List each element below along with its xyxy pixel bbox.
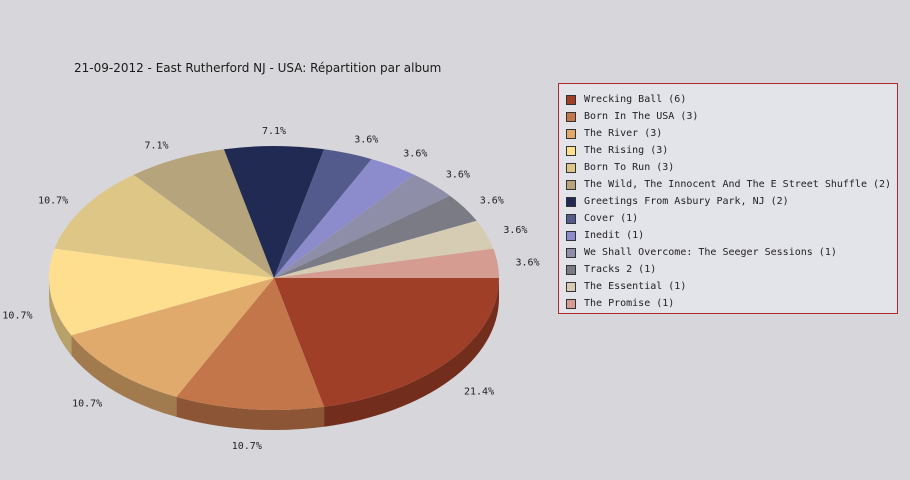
legend-item: Inedit (1) <box>566 227 897 244</box>
legend-item: The River (3) <box>566 125 897 142</box>
legend-swatch <box>566 196 576 207</box>
legend-swatch <box>566 162 576 173</box>
legend-label: Born In The USA (3) <box>584 111 699 122</box>
legend: Wrecking Ball (6) Born In The USA (3) The … <box>558 83 898 314</box>
slice-percent-label-1: 10.7% <box>232 441 262 452</box>
legend-label: Inedit (1) <box>584 230 645 241</box>
pie-slice-side-0 <box>324 278 499 427</box>
legend-item: Cover (1) <box>566 210 897 227</box>
slice-percent-label-12: 3.6% <box>515 257 539 268</box>
legend-item: Born In The USA (3) <box>566 108 897 125</box>
slice-percent-label-0: 21.4% <box>464 386 494 397</box>
pie-slice-9[interactable] <box>274 174 450 278</box>
slice-percent-label-10: 3.6% <box>480 195 504 206</box>
legend-item: The Essential (1) <box>566 278 897 295</box>
legend-label: The Essential (1) <box>584 281 687 292</box>
legend-label: The River (3) <box>584 128 663 139</box>
legend-swatch <box>566 247 576 258</box>
legend-swatch <box>566 230 576 241</box>
slice-percent-label-8: 3.6% <box>403 149 427 160</box>
legend-label: Cover (1) <box>584 213 639 224</box>
pie-slice-7[interactable] <box>274 149 372 278</box>
pie-slice-1[interactable] <box>176 278 325 411</box>
legend-item: We Shall Overcome: The Seeger Sessions (… <box>566 244 897 261</box>
legend-swatch <box>566 281 576 292</box>
pie-slice-side-2 <box>71 335 177 417</box>
legend-swatch <box>566 264 576 275</box>
legend-swatch <box>566 298 576 309</box>
legend-label: Wrecking Ball (6) <box>584 94 687 105</box>
pie-slice-5[interactable] <box>133 149 274 278</box>
pie-slice-0[interactable] <box>274 278 499 407</box>
legend-swatch <box>566 179 576 190</box>
legend-swatch <box>566 94 576 105</box>
legend-item: The Wild, The Innocent And The E Street … <box>566 176 897 193</box>
legend-item: Wrecking Ball (6) <box>566 91 897 108</box>
legend-label: Tracks 2 (1) <box>584 264 657 275</box>
legend-swatch <box>566 145 576 156</box>
pie-slice-3[interactable] <box>49 248 275 336</box>
slice-percent-label-4: 10.7% <box>38 195 68 206</box>
slice-percent-label-11: 3.6% <box>503 225 527 236</box>
slice-percent-label-3: 10.7% <box>2 311 32 322</box>
legend-label: Born To Run (3) <box>584 162 675 173</box>
slice-percent-label-9: 3.6% <box>446 169 470 180</box>
legend-swatch <box>566 213 576 224</box>
slice-percent-label-5: 7.1% <box>144 141 168 152</box>
legend-label: Greetings From Asbury Park, NJ (2) <box>584 196 789 207</box>
legend-item: Tracks 2 (1) <box>566 261 897 278</box>
slice-percent-label-2: 10.7% <box>72 399 102 410</box>
legend-item: The Rising (3) <box>566 142 897 159</box>
legend-label: The Wild, The Innocent And The E Street … <box>584 179 892 190</box>
legend-label: The Promise (1) <box>584 298 675 309</box>
slice-percent-label-6: 7.1% <box>262 126 286 137</box>
pie-slice-8[interactable] <box>274 159 415 278</box>
legend-item: Born To Run (3) <box>566 159 897 176</box>
pie-slice-11[interactable] <box>274 220 494 278</box>
legend-swatch <box>566 111 576 122</box>
legend-label: We Shall Overcome: The Seeger Sessions (… <box>584 247 837 258</box>
legend-swatch <box>566 128 576 139</box>
pie-slice-6[interactable] <box>223 146 325 278</box>
pie-slice-side-1 <box>176 396 325 430</box>
legend-label: The Rising (3) <box>584 145 669 156</box>
legend-item: Greetings From Asbury Park, NJ (2) <box>566 193 897 210</box>
pie-slice-12[interactable] <box>274 248 499 278</box>
chart-title: 21-09-2012 - East Rutherford NJ - USA: R… <box>74 61 442 75</box>
pie-slice-10[interactable] <box>274 195 477 278</box>
pie-slice-2[interactable] <box>71 278 274 397</box>
pie-slice-4[interactable] <box>54 174 274 278</box>
legend-item: The Promise (1) <box>566 295 897 312</box>
slice-percent-label-7: 3.6% <box>354 134 378 145</box>
pie-slice-side-3 <box>49 278 72 356</box>
